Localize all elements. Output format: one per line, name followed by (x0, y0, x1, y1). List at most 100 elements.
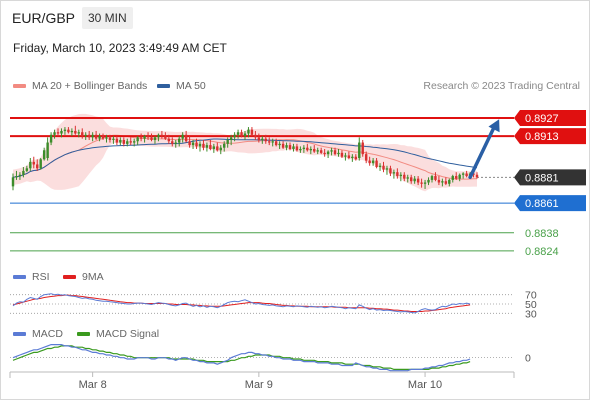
candle-body (403, 174, 406, 179)
candle-body (136, 137, 139, 142)
candle-body (11, 177, 15, 187)
candle-body (119, 139, 122, 143)
candle-body (306, 147, 309, 151)
price-badge (514, 110, 586, 127)
legend-label: MACD (32, 328, 63, 340)
legend-swatch (157, 84, 170, 89)
candle-body (427, 179, 430, 183)
candle-body (49, 134, 53, 143)
candle-body (202, 143, 205, 148)
candle-body (326, 151, 330, 155)
candle-body (354, 156, 358, 160)
candle-body (274, 141, 278, 146)
legend-label: MACD Signal (96, 328, 160, 340)
candle-body (74, 130, 77, 134)
candle-body (458, 174, 461, 179)
candle-body (178, 138, 181, 143)
candle-body (171, 141, 174, 144)
candle-body (333, 150, 337, 155)
candle-body (29, 161, 32, 169)
legend-swatch (63, 275, 76, 280)
candle-body (164, 136, 167, 139)
candle-body (229, 137, 233, 140)
candle-body (399, 174, 403, 177)
candle-body (444, 181, 448, 184)
candle-body (337, 152, 340, 155)
candle-body (406, 177, 409, 179)
candle-body (181, 134, 184, 139)
candle-body (434, 176, 437, 180)
candle-body (150, 137, 153, 140)
candle-body (416, 178, 420, 183)
candle-body (60, 130, 63, 134)
candle-body (358, 142, 361, 159)
candle-body (448, 179, 451, 184)
candle-body (174, 142, 177, 144)
legend-rsi: RSI (13, 271, 50, 283)
candle-body (281, 143, 285, 148)
time-axis-label: Mar 9 (245, 379, 273, 391)
candle-body (25, 168, 29, 171)
candle-body (126, 141, 129, 144)
candle-body (465, 173, 468, 177)
candle-body (441, 181, 444, 183)
legend-rsi-9ma: 9MA (63, 271, 104, 283)
candle-body (250, 129, 254, 135)
candle-body (264, 138, 267, 142)
candle-body (219, 147, 222, 151)
rsi-line (12, 293, 471, 314)
macd-signal-line (12, 345, 471, 370)
candle-body (243, 133, 247, 137)
candle-body (67, 129, 70, 133)
candle-body (430, 176, 434, 180)
legend-label: RSI (32, 271, 50, 283)
candle-body (475, 174, 479, 178)
candle-body (195, 142, 198, 147)
target-level-label: 0.8824 (525, 246, 559, 258)
price-badge (514, 195, 586, 212)
price-badge-label: 0.8861 (525, 198, 559, 210)
candle-body (361, 142, 364, 155)
candle-body (319, 150, 323, 153)
candle-body (46, 142, 49, 159)
candle-body (184, 134, 188, 142)
candle-body (396, 172, 399, 177)
candle-body (15, 176, 18, 178)
candle-body (285, 145, 288, 148)
candle-body (382, 165, 385, 170)
candle-body (198, 143, 202, 147)
time-axis-label: Mar 8 (79, 379, 107, 391)
candle-body (91, 134, 94, 138)
candle-body (143, 136, 146, 139)
macd-line (12, 344, 471, 372)
candle-body (344, 155, 347, 157)
rsi-tick-label: 30 (525, 308, 537, 320)
rsi-tick-label: 70 (525, 290, 537, 302)
candle-body (157, 134, 160, 138)
candle-body (385, 168, 389, 170)
timeframe-button[interactable]: 30 MIN (82, 7, 133, 29)
legend-swatch (77, 332, 90, 337)
candle-body (261, 138, 264, 140)
candle-body (63, 129, 67, 131)
candle-body (364, 154, 368, 161)
candle-body (212, 146, 216, 149)
legend-macd-signal: MACD Signal (77, 328, 159, 340)
timestamp-label: Friday, March 10, 2023 3:49:49 AM CET (13, 41, 227, 55)
candle-body (132, 141, 136, 143)
legend-ma50: MA 50 (157, 80, 206, 92)
time-axis-label: Mar 10 (408, 379, 442, 391)
candle-body (160, 134, 164, 137)
candle-body (22, 170, 25, 175)
candle-body (209, 145, 212, 149)
candle-body (108, 137, 112, 140)
candle-body (191, 142, 195, 146)
candle-body (223, 143, 226, 148)
candle-body (299, 148, 302, 151)
macd-zero-label: 0 (525, 353, 531, 365)
candle-body (18, 174, 22, 177)
price-badge-label: 0.8881 (525, 172, 559, 184)
candle-body (146, 136, 150, 138)
candle-body (233, 134, 236, 138)
